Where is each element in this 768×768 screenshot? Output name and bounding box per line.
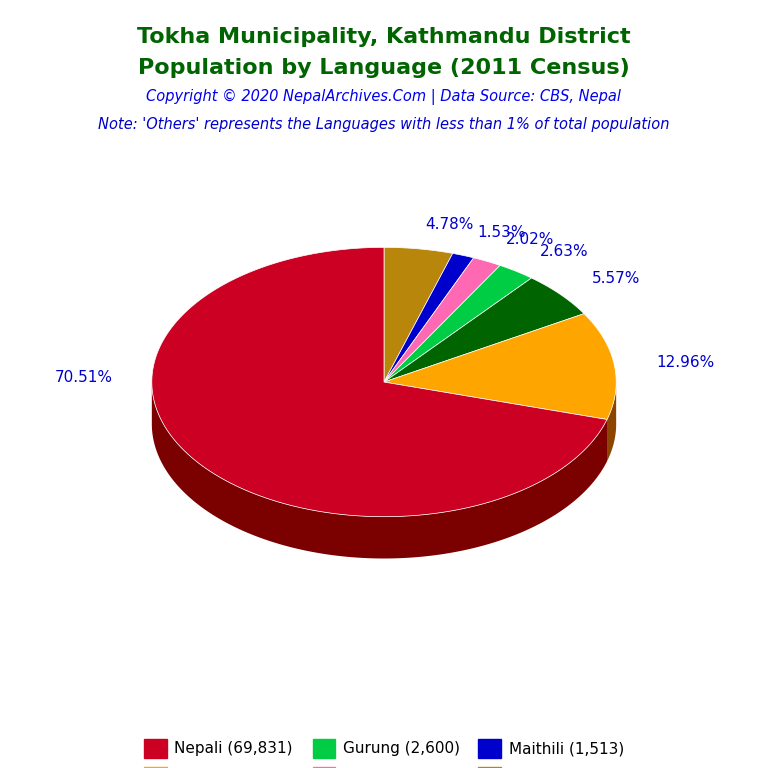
Text: 2.02%: 2.02% [505,232,554,247]
Polygon shape [384,253,474,382]
Text: 4.78%: 4.78% [425,217,473,233]
Polygon shape [384,266,531,382]
Polygon shape [152,380,607,558]
Polygon shape [384,258,500,382]
Legend: Nepali (69,831), Newar (12,837), Tamang (5,515), Gurung (2,600), Magar (2,000), : Nepali (69,831), Newar (12,837), Tamang … [137,733,631,768]
Text: 2.63%: 2.63% [540,244,588,259]
Text: 1.53%: 1.53% [478,225,526,240]
Polygon shape [384,313,616,419]
Text: Tokha Municipality, Kathmandu District: Tokha Municipality, Kathmandu District [137,27,631,47]
Text: 70.51%: 70.51% [55,370,112,385]
Text: 5.57%: 5.57% [592,271,641,286]
Text: 12.96%: 12.96% [656,355,714,369]
Polygon shape [384,278,584,382]
Polygon shape [384,247,452,382]
Text: Note: 'Others' represents the Languages with less than 1% of total population: Note: 'Others' represents the Languages … [98,117,670,132]
Polygon shape [607,379,616,462]
Polygon shape [152,247,607,517]
Text: Copyright © 2020 NepalArchives.Com | Data Source: CBS, Nepal: Copyright © 2020 NepalArchives.Com | Dat… [147,89,621,105]
Text: Population by Language (2011 Census): Population by Language (2011 Census) [138,58,630,78]
